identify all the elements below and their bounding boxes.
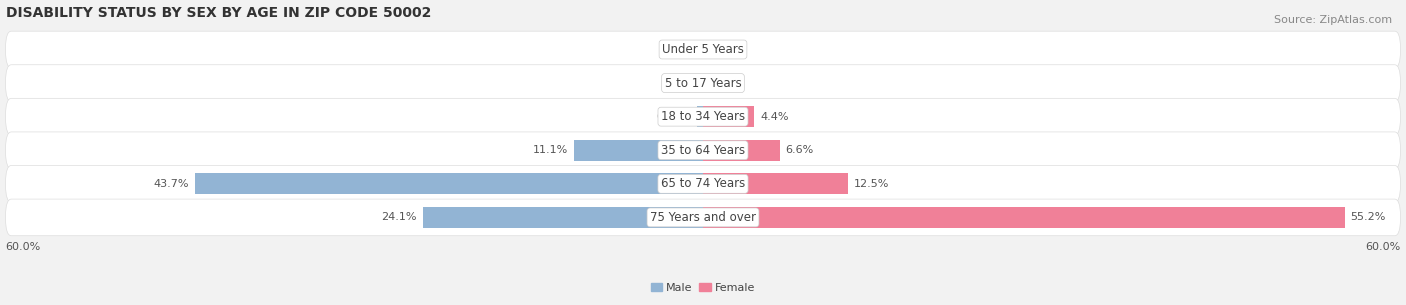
Bar: [703, 140, 780, 161]
FancyBboxPatch shape: [6, 98, 1400, 135]
Bar: [703, 207, 1344, 228]
Text: 75 Years and over: 75 Years and over: [650, 211, 756, 224]
Text: 60.0%: 60.0%: [6, 242, 41, 252]
FancyBboxPatch shape: [6, 31, 1400, 68]
Bar: [703, 106, 754, 127]
Text: 11.1%: 11.1%: [533, 145, 568, 155]
Bar: [574, 140, 703, 161]
Text: 6.6%: 6.6%: [786, 145, 814, 155]
Text: 0.0%: 0.0%: [709, 78, 737, 88]
Text: 0.0%: 0.0%: [669, 78, 697, 88]
Text: 4.4%: 4.4%: [761, 112, 789, 122]
Text: 5 to 17 Years: 5 to 17 Years: [665, 77, 741, 90]
Bar: [195, 174, 703, 194]
Text: Source: ZipAtlas.com: Source: ZipAtlas.com: [1274, 15, 1392, 25]
Text: Under 5 Years: Under 5 Years: [662, 43, 744, 56]
Text: 65 to 74 Years: 65 to 74 Years: [661, 177, 745, 190]
Text: 43.7%: 43.7%: [153, 179, 190, 189]
Text: 60.0%: 60.0%: [1365, 242, 1400, 252]
Text: 0.53%: 0.53%: [655, 112, 690, 122]
FancyBboxPatch shape: [6, 132, 1400, 169]
Text: 35 to 64 Years: 35 to 64 Years: [661, 144, 745, 157]
FancyBboxPatch shape: [6, 166, 1400, 202]
Bar: [423, 207, 703, 228]
FancyBboxPatch shape: [6, 65, 1400, 101]
Text: 12.5%: 12.5%: [853, 179, 890, 189]
Text: 55.2%: 55.2%: [1350, 212, 1386, 222]
Text: 0.0%: 0.0%: [669, 45, 697, 55]
Legend: Male, Female: Male, Female: [651, 283, 755, 293]
Text: 24.1%: 24.1%: [381, 212, 418, 222]
Text: 18 to 34 Years: 18 to 34 Years: [661, 110, 745, 123]
Text: 0.0%: 0.0%: [709, 45, 737, 55]
FancyBboxPatch shape: [6, 199, 1400, 236]
Text: DISABILITY STATUS BY SEX BY AGE IN ZIP CODE 50002: DISABILITY STATUS BY SEX BY AGE IN ZIP C…: [6, 5, 430, 20]
Bar: [703, 174, 848, 194]
Bar: [697, 106, 703, 127]
